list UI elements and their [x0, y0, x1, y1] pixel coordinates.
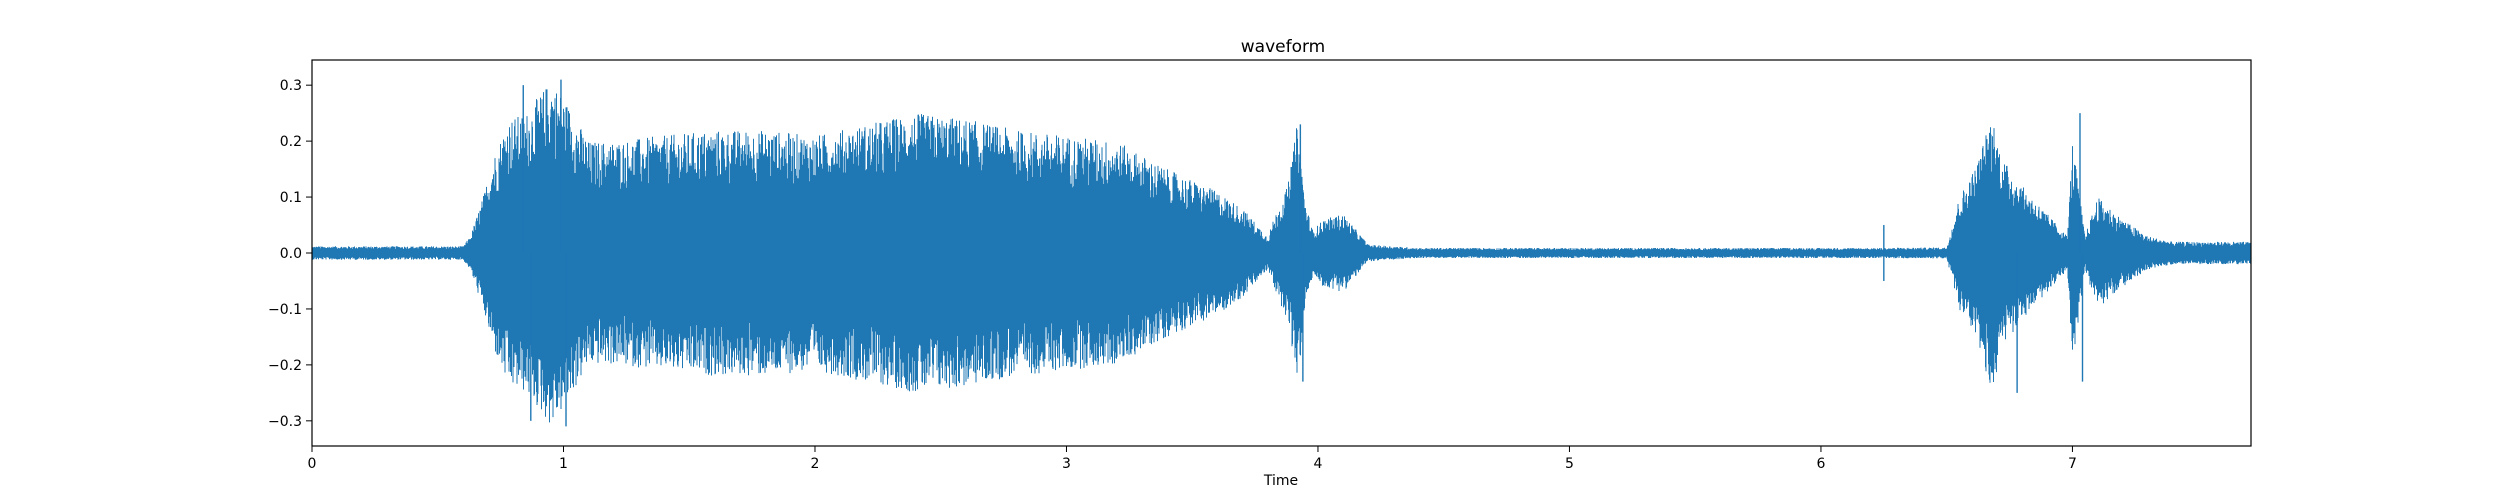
y-axis-ticks: 0.3 0.2 0.1 0.0 −0.1 −0.2 −0.3	[268, 78, 312, 430]
y-tick-label: 0.3	[280, 78, 302, 94]
x-tick-label: 6	[1816, 456, 1825, 472]
x-tick-label: 5	[1565, 456, 1574, 472]
y-tick-label: 0.0	[280, 246, 302, 262]
x-tick-label: 7	[2068, 456, 2077, 472]
chart-title: waveform	[1241, 37, 1325, 57]
x-axis-label: Time	[1263, 473, 1298, 489]
x-tick-label: 0	[308, 456, 317, 472]
x-axis-ticks: 0 1 2 3 4 5 6 7	[308, 446, 2077, 472]
y-tick-label: −0.2	[268, 358, 302, 374]
x-tick-label: 4	[1314, 456, 1323, 472]
y-tick-label: −0.3	[268, 414, 302, 430]
x-tick-label: 1	[559, 456, 568, 472]
x-tick-label: 2	[811, 456, 820, 472]
y-tick-label: −0.1	[268, 302, 302, 318]
y-tick-label: 0.2	[280, 134, 302, 150]
y-tick-label: 0.1	[280, 190, 302, 206]
x-tick-label: 3	[1062, 456, 1071, 472]
